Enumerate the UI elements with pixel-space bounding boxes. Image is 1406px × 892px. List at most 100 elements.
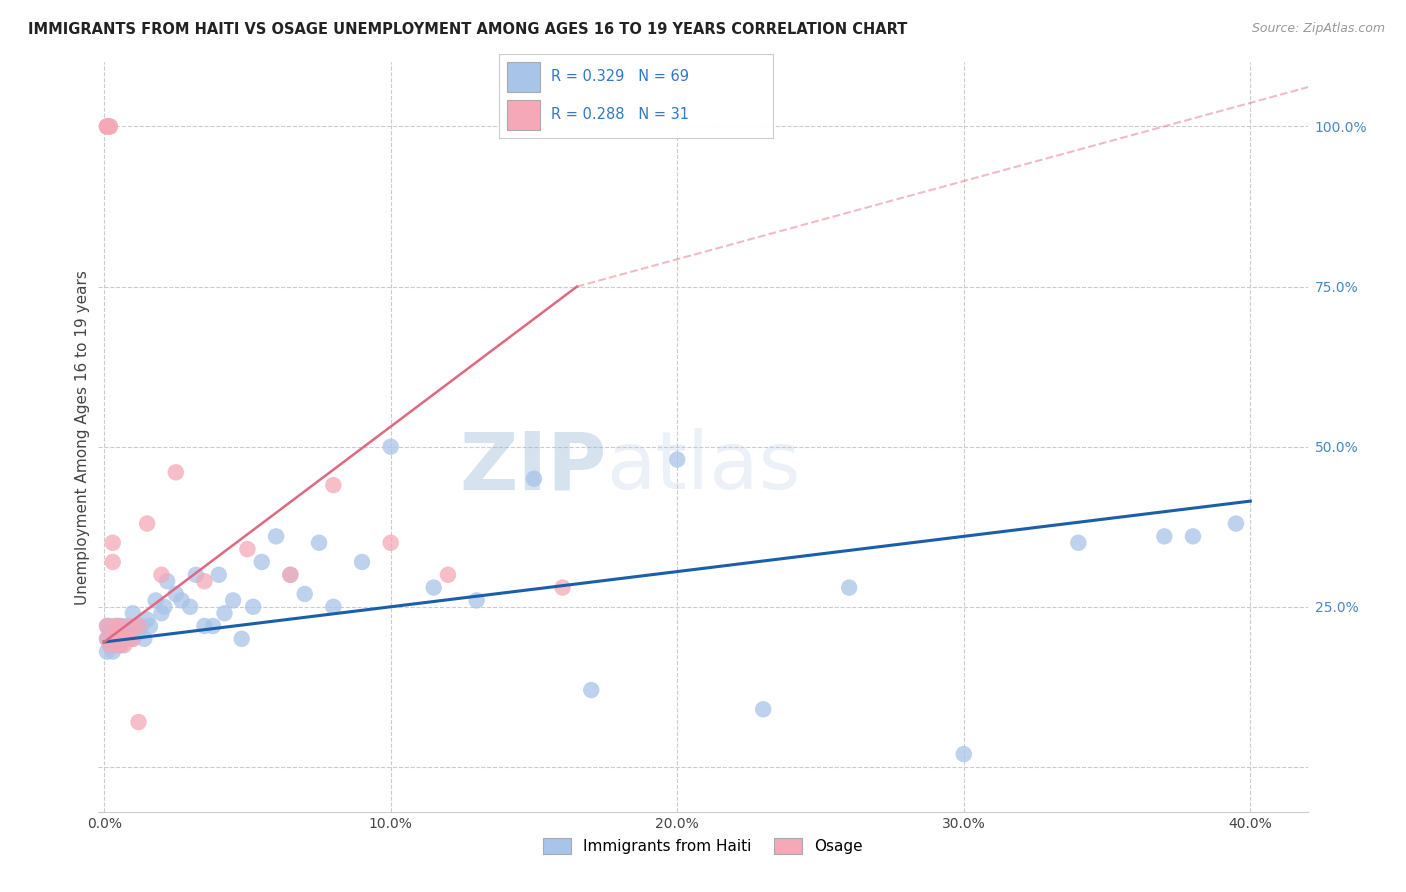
Point: [107, 625, 129, 640]
Point: [422, 581, 444, 595]
Point: [523, 472, 546, 486]
Point: [264, 529, 287, 543]
Point: [107, 619, 129, 633]
Text: R = 0.288   N = 31: R = 0.288 N = 31: [551, 107, 689, 122]
Point: [98, 619, 121, 633]
Point: [242, 599, 264, 614]
Point: [156, 574, 179, 589]
Point: [98, 632, 121, 646]
Point: [101, 638, 124, 652]
Point: [101, 645, 124, 659]
Point: [179, 599, 201, 614]
Point: [752, 702, 775, 716]
Point: [104, 619, 127, 633]
Point: [380, 440, 402, 454]
Point: [104, 638, 127, 652]
Point: [98, 638, 121, 652]
Point: [107, 638, 129, 652]
Point: [110, 619, 132, 633]
Point: [214, 606, 236, 620]
Point: [107, 638, 129, 652]
Point: [165, 465, 187, 479]
Point: [112, 625, 135, 640]
Point: [128, 714, 150, 729]
Point: [104, 632, 127, 646]
Point: [551, 581, 574, 595]
Point: [150, 567, 173, 582]
Point: [107, 632, 129, 646]
Point: [96, 632, 118, 646]
Point: [294, 587, 316, 601]
Point: [101, 535, 124, 549]
Point: [136, 516, 159, 531]
Point: [1067, 535, 1090, 549]
Point: [128, 619, 150, 633]
Y-axis label: Unemployment Among Ages 16 to 19 years: Unemployment Among Ages 16 to 19 years: [75, 269, 90, 605]
Point: [350, 555, 373, 569]
Point: [96, 120, 118, 134]
Point: [96, 632, 118, 646]
Point: [96, 619, 118, 633]
Point: [110, 632, 132, 646]
Point: [202, 619, 225, 633]
FancyBboxPatch shape: [508, 100, 540, 130]
Point: [952, 747, 974, 761]
Point: [98, 120, 121, 134]
Text: atlas: atlas: [606, 428, 800, 506]
Text: R = 0.329   N = 69: R = 0.329 N = 69: [551, 70, 689, 85]
Point: [153, 599, 176, 614]
Point: [136, 613, 159, 627]
Point: [150, 606, 173, 620]
Point: [115, 619, 138, 633]
Point: [465, 593, 488, 607]
Point: [131, 619, 153, 633]
Point: [139, 619, 162, 633]
Point: [110, 625, 132, 640]
Point: [222, 593, 245, 607]
Point: [280, 567, 302, 582]
Point: [115, 625, 138, 640]
Point: [280, 567, 302, 582]
Point: [250, 555, 273, 569]
Point: [110, 638, 132, 652]
Point: [308, 535, 330, 549]
Point: [1153, 529, 1175, 543]
Point: [231, 632, 253, 646]
Point: [101, 555, 124, 569]
Text: IMMIGRANTS FROM HAITI VS OSAGE UNEMPLOYMENT AMONG AGES 16 TO 19 YEARS CORRELATIO: IMMIGRANTS FROM HAITI VS OSAGE UNEMPLOYM…: [28, 22, 907, 37]
Point: [121, 632, 143, 646]
Point: [96, 645, 118, 659]
Point: [121, 606, 143, 620]
Point: [380, 535, 402, 549]
Point: [118, 632, 141, 646]
Point: [1225, 516, 1247, 531]
Point: [98, 638, 121, 652]
Point: [322, 599, 344, 614]
Point: [128, 625, 150, 640]
Point: [118, 619, 141, 633]
Point: [184, 567, 207, 582]
Point: [165, 587, 187, 601]
Point: [581, 683, 603, 698]
Point: [322, 478, 344, 492]
Point: [145, 593, 167, 607]
Text: Source: ZipAtlas.com: Source: ZipAtlas.com: [1251, 22, 1385, 36]
Point: [107, 619, 129, 633]
Point: [838, 581, 860, 595]
Point: [208, 567, 231, 582]
Legend: Immigrants from Haiti, Osage: Immigrants from Haiti, Osage: [537, 832, 869, 860]
Point: [170, 593, 193, 607]
Point: [121, 632, 143, 646]
Point: [112, 632, 135, 646]
FancyBboxPatch shape: [508, 62, 540, 92]
Point: [104, 619, 127, 633]
Point: [666, 452, 689, 467]
Point: [96, 619, 118, 633]
Point: [96, 120, 118, 134]
Point: [236, 542, 259, 557]
Point: [98, 120, 121, 134]
Point: [124, 619, 146, 633]
Point: [115, 632, 138, 646]
Point: [193, 619, 215, 633]
Point: [101, 632, 124, 646]
